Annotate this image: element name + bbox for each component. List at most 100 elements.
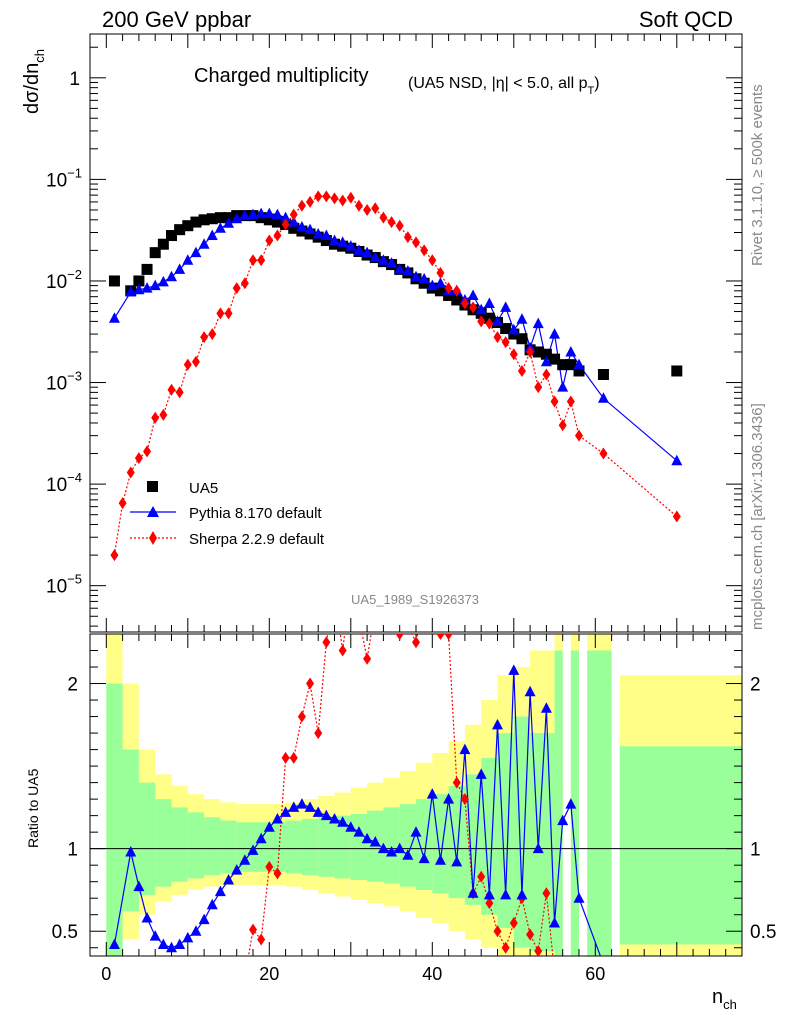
sherpa-point	[232, 282, 241, 295]
pythia-point	[361, 246, 373, 258]
pythia-ratio-point	[271, 812, 283, 824]
sherpa-ratio-line	[247, 634, 554, 956]
sherpa-point	[526, 345, 535, 358]
sherpa-point	[428, 254, 437, 267]
legend-ua5-label: UA5	[189, 480, 218, 497]
pythia-point	[288, 216, 300, 227]
pythia-point	[549, 328, 561, 339]
ua5-point	[434, 285, 446, 297]
sherpa-ratio-point	[395, 634, 404, 640]
sherpa-ratio-point	[542, 887, 551, 900]
pythia-point	[434, 277, 446, 288]
pythia-point	[418, 272, 430, 284]
sherpa-point	[289, 208, 298, 221]
sherpa-point	[314, 190, 323, 203]
ratio-band-inner-bin	[570, 650, 579, 956]
pythia-ratio-point	[451, 855, 463, 867]
ratio-band-inner-bin	[481, 757, 498, 915]
pythia-ratio-point	[312, 806, 324, 817]
pythia-point	[573, 358, 585, 370]
chart-subtitle: (UA5 NSD, |η| < 5.0, all pT)	[408, 75, 600, 97]
sherpa-point	[249, 254, 257, 267]
x-tick-label: 0	[101, 964, 111, 984]
main-plot-frame	[89, 33, 743, 633]
sherpa-point	[346, 191, 355, 204]
sherpa-point	[517, 364, 526, 377]
pythia-ratio-point	[214, 885, 226, 897]
ua5-point	[573, 365, 585, 377]
sherpa-ratio-point	[460, 793, 469, 806]
sherpa-point	[183, 358, 192, 371]
ua5-point	[157, 238, 169, 250]
pythia-point	[500, 301, 512, 312]
sherpa-ratio-point	[404, 620, 412, 632]
ratio-band-inner-bin	[285, 820, 302, 874]
pythia-ratio-point	[508, 664, 520, 675]
pythia-ratio-point	[304, 801, 316, 812]
legend-ua5-marker	[147, 481, 158, 492]
pythia-ratio-point	[369, 836, 381, 847]
sherpa-ratio-point	[338, 644, 347, 657]
pythia-ratio-point	[386, 845, 398, 857]
pythia-point	[337, 236, 349, 247]
pythia-ratio-point	[467, 887, 479, 898]
sherpa-point	[485, 317, 494, 330]
ratio-band-inner-bin	[138, 782, 156, 895]
ratio-band-inner	[106, 650, 742, 956]
sherpa-ratio-point	[363, 652, 372, 665]
sherpa-point	[216, 307, 225, 320]
ua5-point	[320, 235, 332, 247]
ua5-point	[540, 348, 552, 360]
ratio-band-inner-bin	[301, 818, 319, 876]
pythia-point	[483, 297, 495, 308]
sherpa-ratio-point	[452, 776, 461, 789]
pythia-ratio-point	[443, 793, 455, 804]
sherpa-ratio-point	[526, 928, 535, 941]
pythia-point	[263, 207, 275, 219]
ratio-band-inner-bin	[269, 822, 286, 872]
sherpa-point	[281, 218, 290, 231]
sherpa-point	[330, 192, 339, 205]
pythia-ratio-point	[190, 925, 202, 936]
sherpa-point	[134, 452, 143, 465]
sherpa-ratio-point	[249, 923, 257, 936]
sherpa-point	[534, 381, 543, 394]
pythia-point	[532, 317, 544, 329]
pythia-ratio-point	[557, 814, 569, 826]
pythia-ratio-point	[231, 864, 243, 875]
sherpa-ratio-point	[331, 587, 339, 599]
sherpa-ratio-point	[233, 976, 241, 988]
pythia-point	[182, 254, 194, 265]
sherpa-point	[151, 411, 160, 424]
pythia-ratio-point	[206, 898, 218, 910]
sherpa-ratio-point	[297, 710, 306, 723]
pythia-point	[214, 222, 226, 233]
sherpa-point	[550, 395, 559, 408]
ratio-band-inner-bin	[253, 822, 270, 872]
sherpa-ratio-point	[322, 636, 331, 649]
ratio-tick-label: 1	[67, 840, 78, 861]
ua5-point	[190, 216, 202, 228]
pythia-ratio-point	[492, 718, 503, 730]
pythia-ratio-point	[426, 788, 438, 799]
ua5-point	[214, 212, 226, 224]
pythia-point	[394, 263, 406, 274]
sherpa-point	[672, 510, 681, 523]
pythia-ratio-point	[434, 854, 446, 865]
pythia-point	[671, 454, 683, 466]
sherpa-point	[379, 211, 388, 224]
x-axis-label: nch	[712, 986, 737, 1012]
x-tick-label: 60	[585, 964, 605, 984]
ua5-point	[108, 275, 120, 287]
pythia-ratio-point	[182, 931, 194, 943]
sherpa-ratio-point	[216, 991, 224, 1003]
pythia-ratio-point	[361, 832, 373, 844]
ratio-band-inner-bin	[187, 812, 205, 879]
pythia-ratio-point	[329, 812, 340, 824]
sherpa-point	[306, 195, 315, 208]
pythia-point	[206, 229, 218, 241]
pythia-point	[296, 220, 308, 232]
ratio-band-inner-bin	[464, 774, 482, 905]
pythia-point	[345, 240, 357, 251]
sherpa-point	[420, 244, 429, 257]
